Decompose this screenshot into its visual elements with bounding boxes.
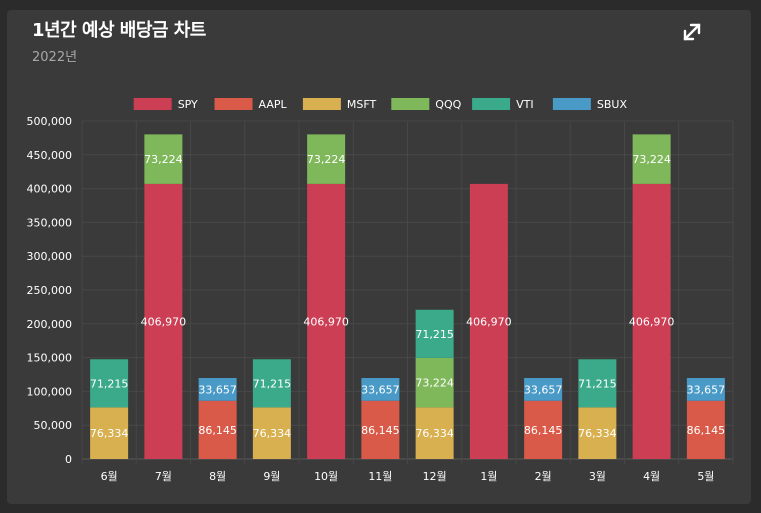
y-tick-label: 350,000 — [27, 216, 73, 229]
legend-label-msft[interactable]: MSFT — [347, 98, 377, 111]
y-axis-ticks: 0 50,000 100,000 150,000 200,000 250,000 300,0… — [27, 115, 73, 466]
data-label: 71,215 — [253, 377, 292, 390]
legend-swatch-msft[interactable] — [302, 98, 341, 110]
bar-segment-vti[interactable] — [252, 359, 291, 408]
bars — [90, 134, 725, 459]
data-label: 76,334 — [253, 427, 292, 440]
x-tick-label: 2월 — [535, 470, 552, 483]
legend-swatch-qqq[interactable] — [391, 98, 430, 110]
y-tick-label: 200,000 — [27, 318, 73, 331]
x-tick-label: 7월 — [155, 470, 172, 483]
data-label: 71,215 — [415, 328, 454, 341]
x-tick-label: 8월 — [209, 470, 226, 483]
x-tick-label: 5월 — [697, 470, 714, 483]
data-label: 86,145 — [687, 424, 726, 437]
data-label: 76,334 — [90, 427, 129, 440]
data-label: 73,224 — [632, 153, 671, 166]
legend-label-aapl[interactable]: AAPL — [259, 98, 288, 111]
y-tick-label: 50,000 — [34, 419, 73, 432]
bar-segment-spy[interactable] — [632, 183, 671, 459]
legend-label-spy[interactable]: SPY — [178, 98, 198, 111]
data-label: 86,145 — [361, 424, 400, 437]
bar-segment-aapl[interactable] — [361, 400, 400, 459]
chart-subtitle: 2022년 — [32, 50, 78, 65]
bar-segment-sbux[interactable] — [198, 378, 237, 401]
x-tick-label: 9월 — [263, 470, 280, 483]
data-label: 86,145 — [198, 424, 237, 437]
legend-swatch-spy[interactable] — [133, 98, 172, 110]
bar-segment-msft[interactable] — [252, 407, 291, 459]
x-tick-label: 10월 — [314, 470, 338, 483]
x-tick-label: 3월 — [589, 470, 606, 483]
y-tick-label: 400,000 — [27, 183, 73, 196]
x-tick-label: 6월 — [101, 470, 118, 483]
legend-swatch-sbux[interactable] — [552, 98, 591, 110]
legend-swatch-aapl[interactable] — [214, 98, 253, 110]
bar-segment-sbux[interactable] — [686, 378, 725, 401]
bar-segment-qqq[interactable] — [144, 134, 183, 184]
data-label: 33,657 — [198, 383, 237, 396]
data-label: 406,970 — [466, 315, 512, 328]
bar-segment-qqq[interactable] — [415, 357, 454, 408]
data-label: 406,970 — [141, 315, 187, 328]
legend-swatch-vti[interactable] — [472, 98, 511, 110]
data-label: 406,970 — [629, 315, 675, 328]
data-label: 406,970 — [303, 315, 349, 328]
bar-segment-aapl[interactable] — [686, 400, 725, 459]
y-tick-label: 100,000 — [27, 385, 73, 398]
bar-segment-vti[interactable] — [90, 359, 129, 408]
data-label: 86,145 — [524, 424, 563, 437]
data-label: 71,215 — [578, 377, 617, 390]
grid-lines — [81, 120, 734, 464]
data-label: 33,657 — [687, 383, 726, 396]
data-label: 33,657 — [524, 383, 563, 396]
bar-value-labels: 76,334 71,215 406,970 73,224 86,145 33,657 76,… — [90, 153, 725, 440]
y-tick-label: 450,000 — [27, 149, 73, 162]
data-label: 73,224 — [144, 153, 183, 166]
bar-segment-msft[interactable] — [90, 407, 129, 459]
bar-segment-vti[interactable] — [415, 309, 454, 358]
bar-segment-spy[interactable] — [144, 183, 183, 459]
y-tick-label: 300,000 — [27, 250, 73, 263]
chart-title: 1년간 예상 배당금 차트 — [32, 20, 206, 41]
x-tick-label: 1월 — [480, 470, 497, 483]
legend-label-sbux[interactable]: SBUX — [597, 98, 628, 111]
y-tick-label: 0 — [65, 453, 72, 466]
expand-arrows-icon[interactable] — [680, 20, 704, 44]
bar-segment-qqq[interactable] — [307, 134, 346, 184]
data-label: 76,334 — [415, 427, 454, 440]
bar-segment-msft[interactable] — [415, 407, 454, 459]
bar-segment-sbux[interactable] — [524, 378, 563, 401]
y-tick-label: 250,000 — [27, 284, 73, 297]
data-label: 33,657 — [361, 383, 400, 396]
x-tick-label: 4월 — [643, 470, 660, 483]
y-tick-label: 150,000 — [27, 352, 73, 365]
data-label: 73,224 — [307, 153, 346, 166]
x-tick-label: 11월 — [368, 470, 392, 483]
bar-segment-msft[interactable] — [578, 407, 617, 459]
bar-segment-aapl[interactable] — [524, 400, 563, 459]
data-label: 76,334 — [578, 427, 617, 440]
x-axis-ticks: 6월 7월 8월 9월 10월 11월 12월 1월 2월 3월 4월 5월 — [101, 470, 715, 483]
bar-segment-sbux[interactable] — [361, 378, 400, 401]
bar-segment-spy[interactable] — [469, 183, 508, 459]
x-tick-label: 12월 — [423, 470, 447, 483]
legend-label-vti[interactable]: VTI — [516, 98, 534, 111]
bar-segment-qqq[interactable] — [632, 134, 671, 184]
data-label: 71,215 — [90, 377, 129, 390]
legend: SPY AAPL MSFT QQQ VTI SBUX — [133, 98, 628, 111]
bar-segment-vti[interactable] — [578, 359, 617, 408]
legend-label-qqq[interactable]: QQQ — [435, 98, 461, 111]
data-label: 73,224 — [415, 377, 454, 390]
bar-segment-aapl[interactable] — [198, 400, 237, 459]
y-tick-label: 500,000 — [27, 115, 73, 128]
bar-segment-spy[interactable] — [307, 183, 346, 459]
